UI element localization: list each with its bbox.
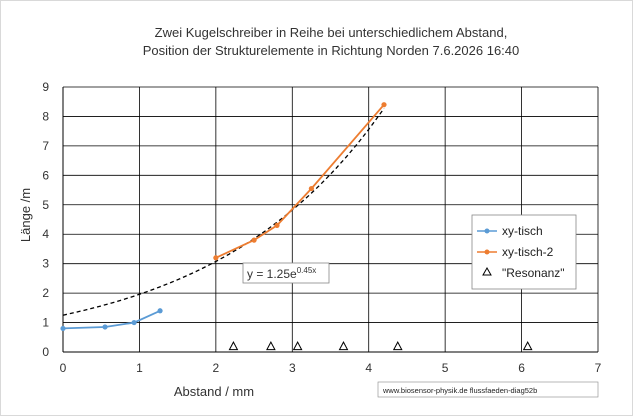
point-resonanz-2 [292,341,303,351]
series-layer [60,102,533,351]
point-xy-tisch-2-0 [213,255,219,261]
chart-title-line-1: Zwei Kugelschreiber in Reihe bei untersc… [155,25,508,40]
point-xy-tisch-1 [102,324,108,330]
y-tick-label-0: 0 [42,345,49,359]
legend-marker-xy-tisch-2 [484,249,490,255]
x-tick-label-0: 0 [60,361,67,375]
y-tick-label-8: 8 [42,109,49,123]
x-tick-label-7: 7 [595,361,602,375]
y-tick-label-3: 3 [42,257,49,271]
point-xy-tisch-2 [131,319,137,326]
legend-marker-resonanz [482,266,492,276]
point-resonanz-1 [266,341,276,351]
series-line-xy-tisch [62,309,161,330]
legend-label-xy-tisch-2: xy-tisch-2 [502,245,554,259]
x-tick-label-1: 1 [136,361,143,375]
y-tick-label-6: 6 [42,168,49,182]
y-axis-label: Länge /m [18,188,33,242]
point-xy-tisch-2-1 [251,237,257,243]
legend: xy-tisch xy-tisch-2 "Resonanz" [471,214,577,290]
trendline-exponent: 0.45x [297,266,317,275]
trendline-exponential [62,108,385,316]
tick-labels: 0 1 2 3 4 5 6 7 0 1 2 3 4 5 6 7 8 9 [42,80,601,375]
chart-title-line-2: Position der Strukturelemente in Richtun… [143,43,520,58]
credit-text: www.biosensor-physik.de flussfaeden-diag… [382,386,537,395]
axes [62,87,598,353]
point-xy-tisch-0 [60,325,66,332]
point-resonanz-5 [522,341,533,351]
x-tick-label-2: 2 [213,361,220,375]
x-axis-label: Abstand / mm [174,384,254,399]
credit-box: www.biosensor-physik.de flussfaeden-diag… [377,381,599,398]
trendline-equation-box: y = 1.25e0.45x [242,262,330,284]
point-resonanz-3 [338,341,349,351]
point-resonanz-4 [392,341,403,351]
x-tick-label-5: 5 [442,361,449,375]
series-line-xy-tisch-2 [215,104,385,259]
legend-marker-xy-tisch [484,228,490,234]
legend-label-resonanz: "Resonanz" [502,266,565,280]
point-xy-tisch-2-4 [381,102,387,108]
point-resonanz-0 [228,341,239,351]
y-tick-label-5: 5 [42,198,49,212]
x-tick-label-4: 4 [365,361,372,375]
legend-label-xy-tisch: xy-tisch [502,224,543,238]
y-tick-label-2: 2 [42,286,49,300]
y-tick-label-1: 1 [42,316,49,330]
point-xy-tisch-2-3 [308,185,314,192]
point-xy-tisch-3 [157,308,163,314]
y-tick-label-9: 9 [42,80,49,94]
x-tick-label-3: 3 [289,361,296,375]
point-xy-tisch-2-2 [274,222,280,228]
y-tick-label-4: 4 [42,227,49,241]
svg-text:y = 1.25e0.45x: y = 1.25e0.45x [247,266,316,281]
y-tick-label-7: 7 [42,139,49,153]
x-tick-label-6: 6 [518,361,525,375]
trendline-equation: y = 1.25e [247,267,297,281]
